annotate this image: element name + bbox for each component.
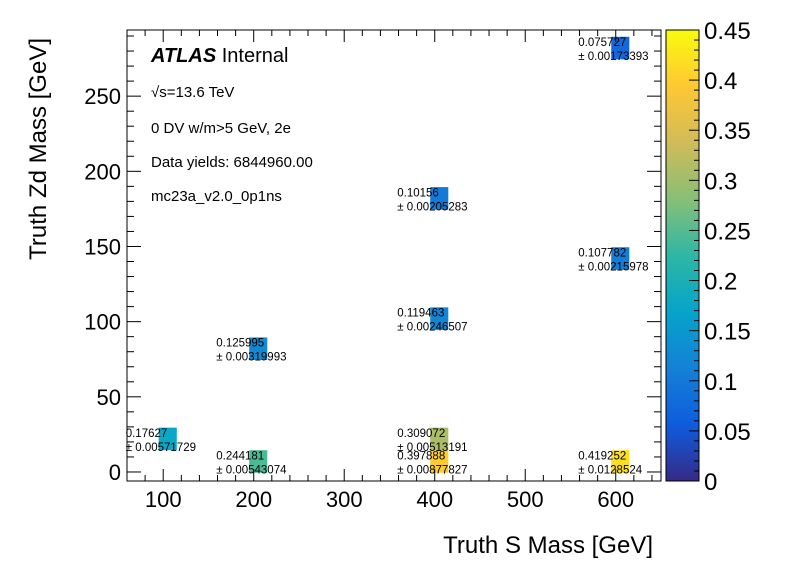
cell-value-label: 0.125995 xyxy=(216,338,264,350)
info-label: mc23a_v2.0_0p1ns xyxy=(151,188,282,205)
x-axis-label: Truth S Mass [GeV] xyxy=(443,532,653,559)
cell-value-label: 0.119463 xyxy=(397,308,444,320)
colorbar-tick-label: 0.3 xyxy=(704,168,737,195)
y-tick-label: 50 xyxy=(97,385,121,410)
info-label: 0 DV w/m>5 GeV, 2e xyxy=(151,120,291,137)
y-tick-label: 150 xyxy=(84,234,121,259)
cell-error-label: ± 0.00513191 xyxy=(397,442,467,454)
annotations: 0.17627 ± 0.00571729 0.125995 ± 0.00319993 0… xyxy=(126,37,649,476)
cell-value-label: 0.309072 xyxy=(397,428,445,440)
colorbar-tick-label: 0.35 xyxy=(704,118,751,145)
x-tick-label: 200 xyxy=(235,487,272,512)
heatmap-cell xyxy=(430,307,449,330)
plot-frame xyxy=(126,29,662,482)
heatmap-cell xyxy=(611,247,630,270)
plot-border xyxy=(126,29,662,482)
heatmap-cell xyxy=(430,427,449,451)
atlas-label: ATLAS Internal xyxy=(150,45,288,67)
x-tick-label: 100 xyxy=(145,487,182,512)
colorbar-tick-label: 0.15 xyxy=(704,319,751,346)
y-tick-label: 200 xyxy=(84,159,121,184)
cells-layer xyxy=(158,36,630,473)
colorbar-tick-label: 0.2 xyxy=(704,269,737,296)
colorbar-tick-label: 0 xyxy=(704,469,717,496)
cell-value-label: 0.075727 xyxy=(578,37,626,49)
cell-error-label: ± 0.00877827 xyxy=(397,464,467,476)
y-axis-label: Truth Zd Mass [GeV] xyxy=(25,38,52,260)
colorbar: 0 0.05 0.1 0.15 0.2 0.25 0.3 0.35 0.4 0.45 xyxy=(665,18,751,496)
x-tick-label: 400 xyxy=(416,487,453,512)
colorbar-tick-label: 0.05 xyxy=(704,419,751,446)
x-tick-label: 500 xyxy=(507,487,544,512)
axes: 100 200 300 400 500 600 0 50 100 150 200 250 Truth S… xyxy=(25,30,661,559)
heatmap-cell xyxy=(430,187,449,210)
y-tick-label: 100 xyxy=(84,310,121,335)
colorbar-gradient xyxy=(665,29,700,482)
info-label: Data yields: 6844960.00 xyxy=(151,154,313,171)
x-tick-label: 600 xyxy=(597,487,634,512)
colorbar-tick-label: 0.4 xyxy=(704,68,737,95)
y-tick-label: 0 xyxy=(109,460,121,485)
cell-error-label: ± 0.00215978 xyxy=(578,262,648,274)
cell-value-label: 0.17627 xyxy=(126,428,168,440)
cell-value-label: 0.107782 xyxy=(578,248,626,260)
cell-error-label: ± 0.00319993 xyxy=(216,352,286,364)
cell-error-label: ± 0.00543074 xyxy=(216,464,287,476)
cell-value-label: 0.10156 xyxy=(397,187,439,199)
y-tick-label: 250 xyxy=(84,84,121,109)
cell-error-label: ± 0.00571729 xyxy=(126,442,196,454)
colorbar-tick-label: 0.25 xyxy=(704,218,751,245)
colorbar-tick-label: 0.1 xyxy=(704,369,737,396)
x-tick-label: 300 xyxy=(326,487,363,512)
heatmap-cell xyxy=(611,450,630,473)
cell-error-label: ± 0.00246507 xyxy=(397,322,467,334)
cell-value-label: 0.397888 xyxy=(397,450,445,462)
heatmap-cell xyxy=(430,450,449,473)
cell-error-label: ± 0.0128524 xyxy=(578,464,642,476)
heatmap-cell xyxy=(249,450,268,473)
cell-value-label: 0.419252 xyxy=(578,450,626,462)
cell-value-label: 0.244181 xyxy=(216,450,264,462)
heatmap-cell xyxy=(158,427,177,451)
heatmap-cell xyxy=(249,337,268,360)
cell-error-label: ± 0.00205283 xyxy=(397,201,467,213)
heatmap-cell xyxy=(611,36,630,60)
info-label: √s=13.6 TeV xyxy=(151,84,234,101)
cell-error-label: ± 0.00173393 xyxy=(578,51,648,63)
colorbar-tick-label: 0.45 xyxy=(704,18,751,45)
